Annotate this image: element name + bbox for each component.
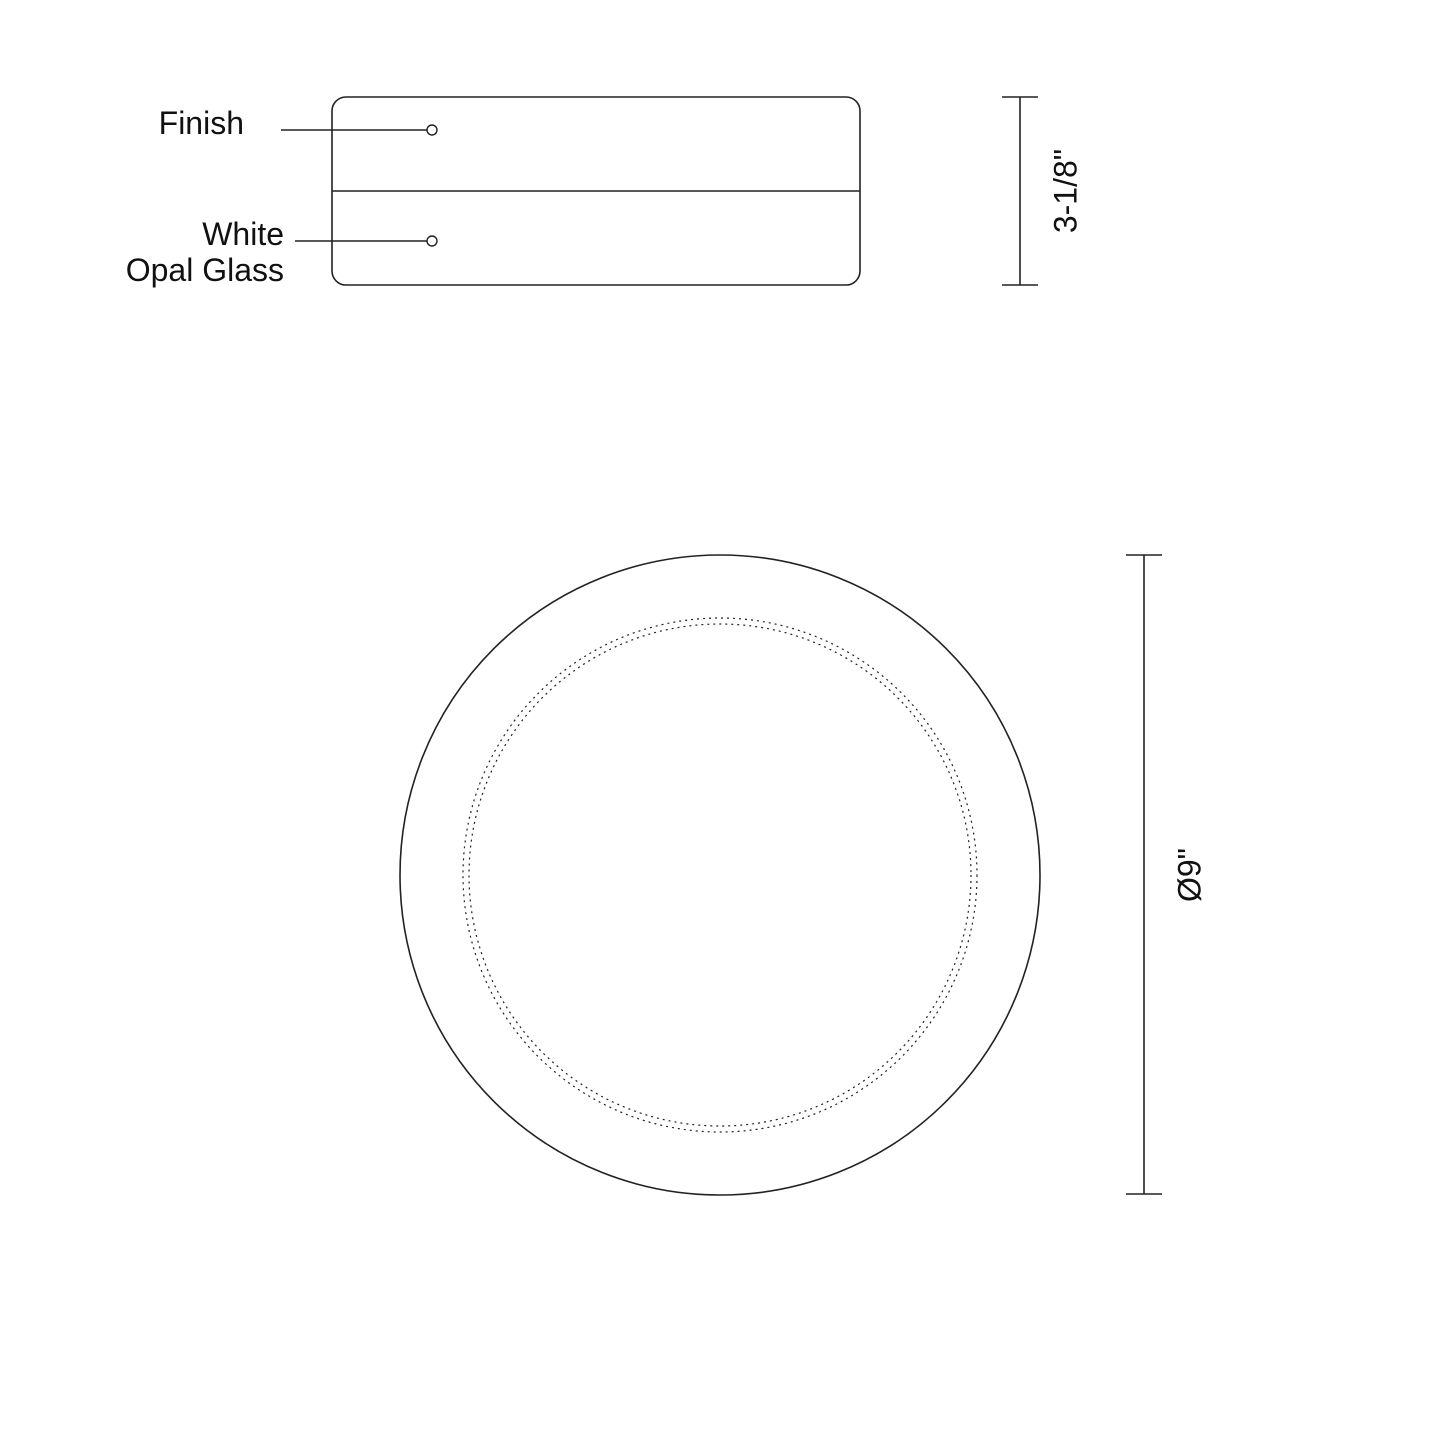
callout-label: White: [202, 216, 284, 252]
dimension-label: 3-1/8": [1047, 149, 1083, 233]
dimension-label: Ø9": [1171, 848, 1207, 902]
side-view: Finish WhiteOpal Glass: [126, 97, 860, 288]
bottom-view-inner-circle-2: [469, 624, 971, 1126]
callout-label: Finish: [159, 105, 244, 141]
callout-dot: [427, 125, 437, 135]
bottom-view-outer-circle: [400, 555, 1040, 1195]
callout-dot: [427, 236, 437, 246]
callout-label: Opal Glass: [126, 252, 284, 288]
bottom-view-inner-circle-1: [463, 618, 977, 1132]
callout-1: WhiteOpal Glass: [126, 216, 437, 288]
dimension-0: 3-1/8": [1002, 97, 1083, 285]
dimension-1: Ø9": [1126, 555, 1207, 1194]
bottom-view: [400, 555, 1040, 1195]
callout-0: Finish: [159, 105, 437, 141]
